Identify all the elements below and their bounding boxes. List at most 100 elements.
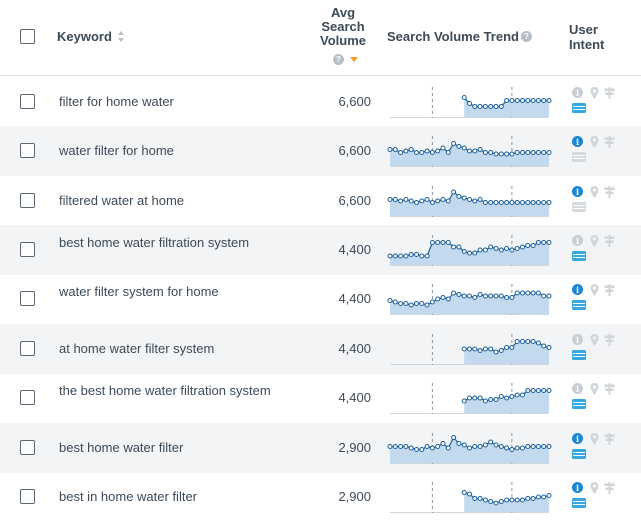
select-all-checkbox[interactable] (20, 29, 35, 44)
trend-point (424, 444, 430, 449)
trend-point (461, 398, 467, 404)
trend-point (461, 442, 467, 448)
trend-point (535, 150, 541, 155)
trend-point (403, 253, 409, 259)
sort-icon[interactable] (117, 31, 125, 42)
navigational-intent-icon (590, 87, 599, 99)
trend-point (414, 200, 419, 205)
row-checkbox[interactable] (20, 341, 35, 356)
trend-point (498, 394, 504, 399)
trend-point (504, 246, 510, 251)
trend-sparkline (386, 331, 556, 367)
navigational-intent-icon (590, 235, 599, 247)
trend-point (504, 98, 510, 103)
avg-header-label-line3: Volume (320, 33, 366, 48)
trend-point (514, 150, 520, 155)
trend-point (520, 98, 525, 103)
trend-point (392, 444, 398, 449)
trend-point (541, 98, 547, 103)
trend-point (461, 293, 467, 299)
trend-point (493, 500, 499, 506)
row-checkbox[interactable] (20, 489, 35, 504)
trend-point (520, 290, 525, 296)
help-icon[interactable]: ? (520, 31, 532, 42)
trend-point (451, 189, 457, 195)
trend-point (472, 198, 478, 204)
commercial-intent-icon (604, 235, 615, 247)
trend-point (546, 200, 552, 205)
trend-point (546, 493, 552, 498)
trend-point (504, 295, 510, 300)
trend-point (482, 398, 488, 404)
informational-intent-icon: i (572, 334, 583, 345)
table-row: at home water filter system 4,400 i (0, 324, 641, 374)
table-header: Keyword Avg Search Volume ? Search Volum… (0, 0, 641, 76)
trend-point (477, 395, 483, 401)
trend-point (414, 252, 419, 257)
commercial-intent-icon (604, 433, 615, 445)
trend-point (493, 246, 499, 251)
trend-point (461, 195, 467, 201)
trend-point (392, 253, 398, 259)
table-row: filtered water at home 6,600 i (0, 176, 641, 226)
trend-point (546, 150, 552, 155)
trend-point (482, 150, 488, 155)
trend-point (467, 491, 472, 497)
trend-point (467, 395, 472, 401)
row-checkbox[interactable] (20, 390, 35, 405)
transactional-intent-icon (572, 498, 586, 508)
trend-point (509, 247, 515, 253)
trend-point (520, 445, 525, 451)
trend-sparkline (386, 380, 556, 416)
row-checkbox[interactable] (20, 193, 35, 208)
keyword-text: at home water filter system (59, 341, 215, 356)
trend-area (464, 390, 549, 413)
row-checkbox[interactable] (20, 143, 35, 158)
keyword-text: filter for home water (59, 94, 174, 109)
table-row: filter for home water 6,600 i (0, 77, 641, 127)
row-checkbox[interactable] (20, 440, 35, 455)
trend-point (520, 339, 525, 344)
trend-point (546, 444, 552, 449)
trend-point (429, 200, 435, 205)
row-checkbox[interactable] (20, 291, 35, 306)
trend-point (429, 299, 435, 305)
trend-point (541, 293, 547, 299)
trend-point (546, 98, 552, 103)
trend-point (403, 301, 409, 306)
navigational-intent-icon (590, 433, 599, 445)
avg-search-volume-header[interactable]: Avg Search Volume (314, 6, 372, 48)
trend-point (541, 343, 547, 349)
trend-point (509, 394, 515, 399)
trend-point (509, 151, 515, 157)
help-icon[interactable]: ? (333, 54, 344, 65)
trend-point (535, 200, 541, 205)
trend-point (429, 240, 435, 245)
trend-point (520, 150, 525, 155)
trend-point (398, 444, 404, 449)
commercial-intent-icon (604, 482, 615, 494)
trend-point (477, 197, 483, 202)
trend-point (535, 290, 541, 296)
table-row: the best home water filtration system 4,4… (0, 373, 641, 423)
trend-point (530, 150, 536, 155)
keyword-text: filtered water at home (59, 193, 185, 208)
keyword-column-header[interactable]: Keyword (57, 29, 125, 44)
trend-point (509, 98, 515, 103)
trend-point (440, 295, 446, 300)
keyword-text: the best home water filtration system (59, 383, 271, 398)
trend-point (488, 499, 494, 504)
trend-point (387, 298, 393, 303)
trend-point (440, 197, 446, 202)
table-row: water filter for home 6,600 i (0, 126, 641, 176)
sort-descending-icon[interactable] (350, 57, 358, 62)
row-checkbox[interactable] (20, 94, 35, 109)
trend-point (482, 442, 488, 448)
trend-point (488, 346, 494, 352)
trend-sparkline (386, 84, 556, 120)
trend-point (514, 392, 520, 398)
trend-point (525, 243, 531, 248)
row-checkbox[interactable] (20, 242, 35, 257)
trend-point (546, 388, 552, 393)
trend-point (467, 148, 472, 154)
